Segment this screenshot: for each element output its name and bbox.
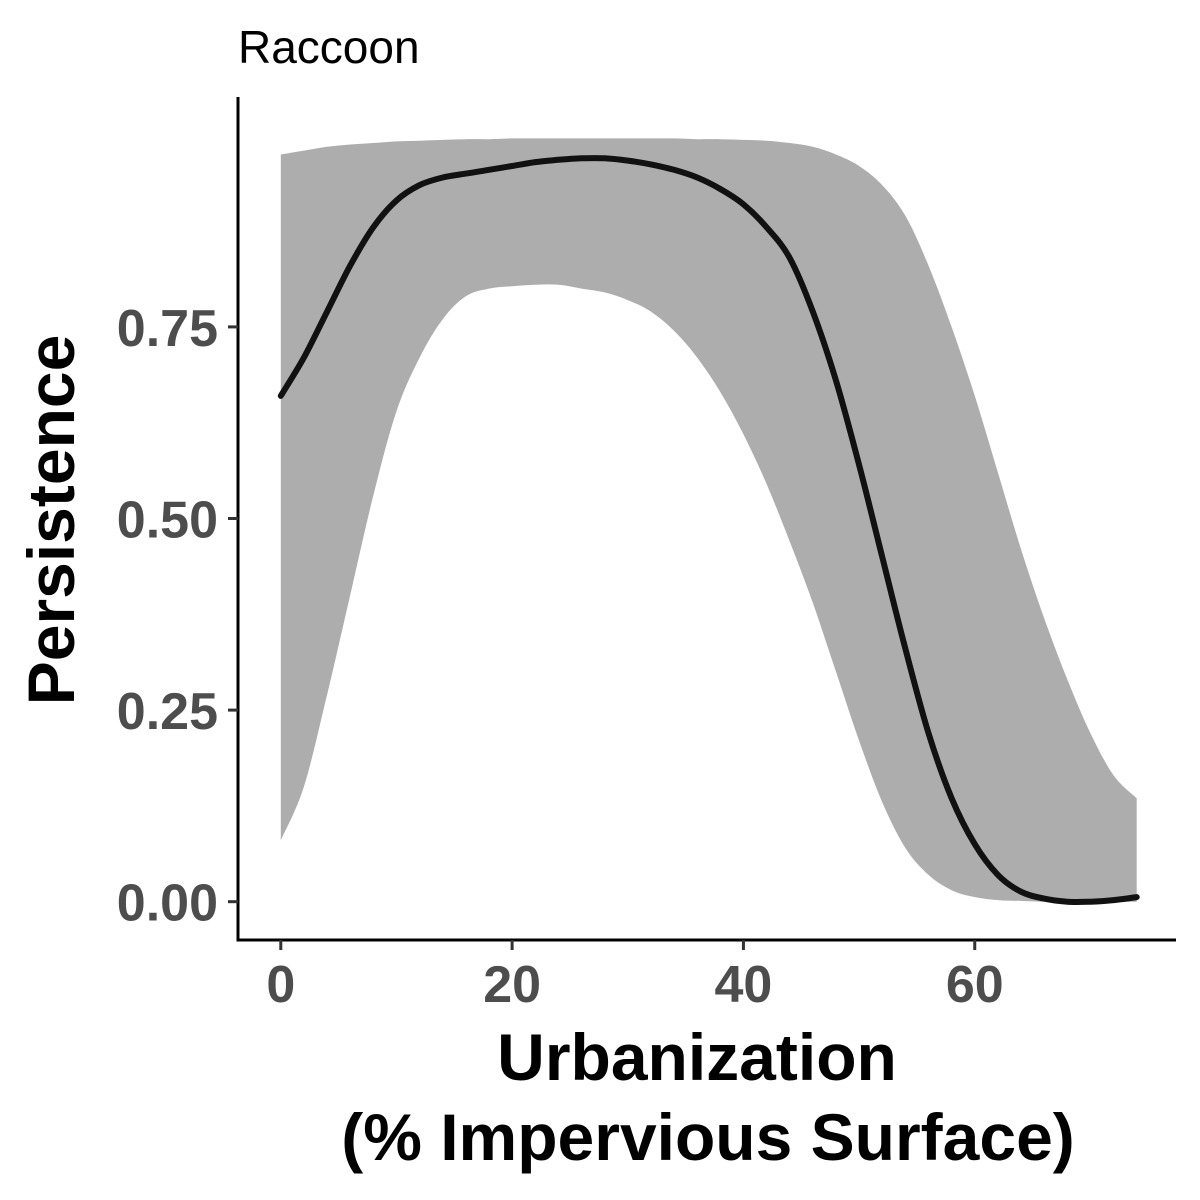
x-axis-title-line-1: Urbanization [497,1020,897,1094]
chart-title: Raccoon [238,21,420,73]
x-tick-label: 0 [266,956,295,1014]
x-tick-label: 20 [483,956,541,1014]
confidence-ribbon [280,138,1137,902]
plot-area [277,138,1140,905]
y-tick-label: 0.75 [117,300,218,358]
y-axis-title: Persistence [14,335,88,706]
fitted-line [277,155,1140,905]
y-axis-ticks: 0.00 0.25 0.50 0.75 [117,300,238,933]
y-tick-label: 0.25 [117,683,218,741]
x-tick-label: 60 [946,956,1004,1014]
x-tick-label: 40 [715,956,773,1014]
x-axis-ticks: 0 20 40 60 [266,940,1004,1014]
x-axis-title-line-2: (% Impervious Surface) [341,1100,1075,1174]
y-tick-label: 0.50 [117,492,218,550]
y-tick-label: 0.00 [117,875,218,933]
